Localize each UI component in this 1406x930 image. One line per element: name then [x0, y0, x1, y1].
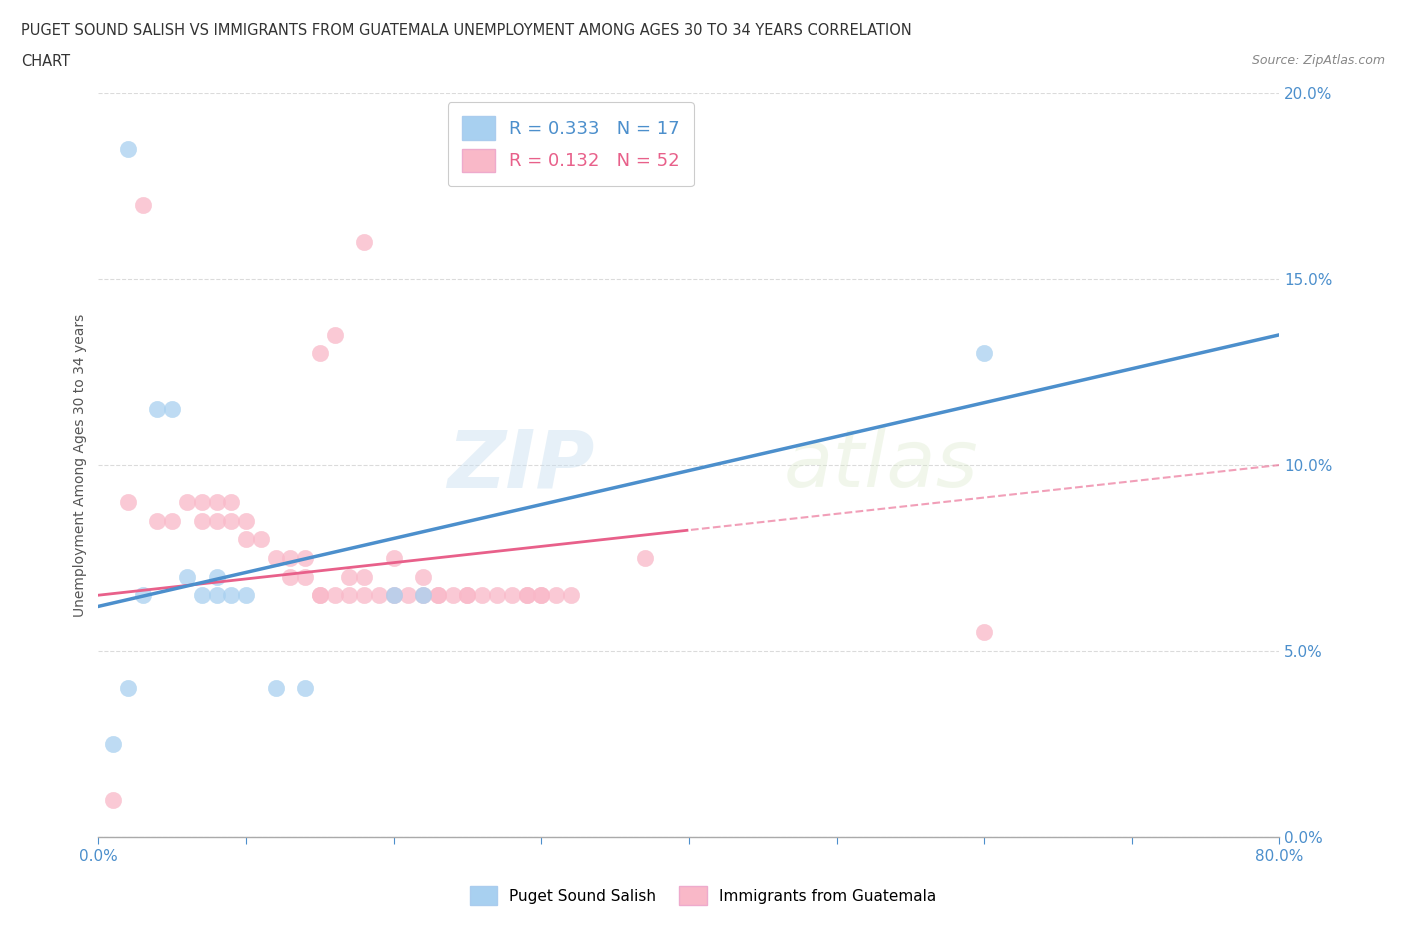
Point — [368, 588, 391, 603]
Legend: Puget Sound Salish, Immigrants from Guatemala: Puget Sound Salish, Immigrants from Guat… — [463, 878, 943, 913]
Point — [235, 532, 257, 547]
Point — [205, 588, 228, 603]
Point — [176, 569, 198, 584]
Point — [176, 495, 198, 510]
Point — [530, 588, 553, 603]
Point — [205, 495, 228, 510]
Text: CHART: CHART — [21, 54, 70, 69]
Point — [205, 513, 228, 528]
Point — [219, 588, 242, 603]
Point — [353, 588, 375, 603]
Point — [250, 532, 273, 547]
Point — [132, 588, 155, 603]
Point — [973, 625, 995, 640]
Point — [471, 588, 494, 603]
Point — [162, 513, 183, 528]
Point — [146, 402, 169, 417]
Point — [633, 551, 655, 565]
Point — [412, 588, 434, 603]
Point — [323, 327, 346, 342]
Point — [486, 588, 509, 603]
Point — [146, 513, 169, 528]
Point — [515, 588, 537, 603]
Point — [427, 588, 450, 603]
Point — [382, 588, 405, 603]
Point — [219, 513, 242, 528]
Y-axis label: Unemployment Among Ages 30 to 34 years: Unemployment Among Ages 30 to 34 years — [73, 313, 87, 617]
Point — [501, 588, 523, 603]
Point — [412, 569, 434, 584]
Point — [337, 569, 360, 584]
Point — [294, 569, 316, 584]
Point — [560, 588, 582, 603]
Point — [544, 588, 567, 603]
Text: ZIP: ZIP — [447, 426, 595, 504]
Point — [117, 495, 139, 510]
Text: Source: ZipAtlas.com: Source: ZipAtlas.com — [1251, 54, 1385, 67]
Point — [353, 234, 375, 249]
Legend: R = 0.333   N = 17, R = 0.132   N = 52: R = 0.333 N = 17, R = 0.132 N = 52 — [447, 102, 695, 186]
Point — [117, 681, 139, 696]
Text: PUGET SOUND SALISH VS IMMIGRANTS FROM GUATEMALA UNEMPLOYMENT AMONG AGES 30 TO 34: PUGET SOUND SALISH VS IMMIGRANTS FROM GU… — [21, 23, 912, 38]
Point — [191, 588, 214, 603]
Point — [294, 551, 316, 565]
Point — [278, 569, 302, 584]
Point — [219, 495, 242, 510]
Point — [132, 197, 155, 212]
Point — [337, 588, 360, 603]
Point — [309, 346, 332, 361]
Point — [323, 588, 346, 603]
Point — [427, 588, 450, 603]
Point — [530, 588, 553, 603]
Point — [396, 588, 419, 603]
Point — [162, 402, 183, 417]
Point — [191, 513, 214, 528]
Point — [382, 588, 405, 603]
Point — [264, 551, 287, 565]
Point — [103, 737, 125, 751]
Point — [103, 792, 125, 807]
Point — [456, 588, 478, 603]
Point — [294, 681, 316, 696]
Point — [353, 569, 375, 584]
Point — [309, 588, 332, 603]
Point — [441, 588, 464, 603]
Point — [515, 588, 537, 603]
Point — [235, 513, 257, 528]
Text: atlas: atlas — [783, 426, 979, 504]
Point — [973, 346, 995, 361]
Point — [117, 141, 139, 156]
Point — [205, 569, 228, 584]
Point — [235, 588, 257, 603]
Point — [456, 588, 478, 603]
Point — [278, 551, 302, 565]
Point — [264, 681, 287, 696]
Point — [191, 495, 214, 510]
Point — [412, 588, 434, 603]
Point — [309, 588, 332, 603]
Point — [382, 551, 405, 565]
